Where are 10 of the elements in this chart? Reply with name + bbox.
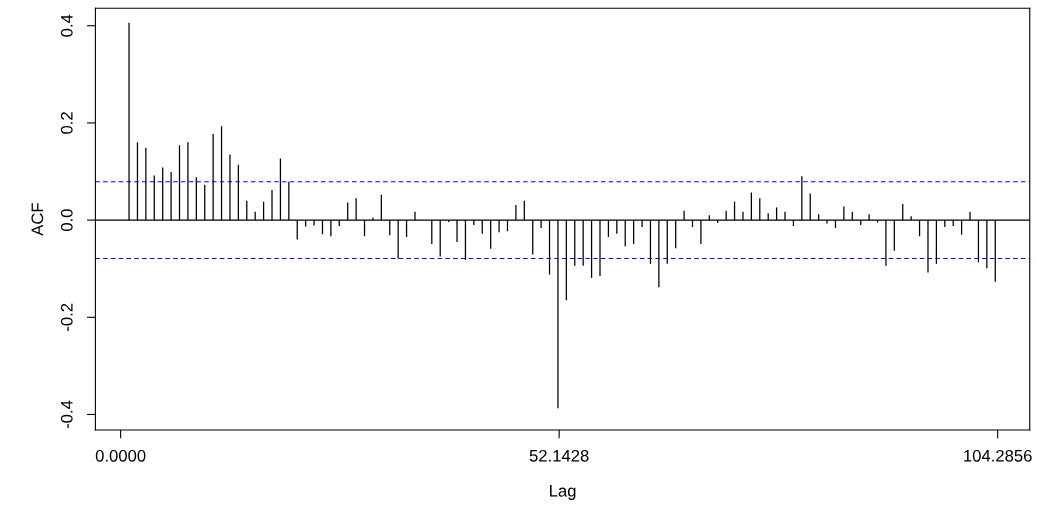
y-tick-label: -0.4 [60, 400, 73, 429]
x-axis-title: Lag [550, 485, 576, 500]
y-axis-title: ACF [31, 203, 44, 236]
y-tick-label: 0.0 [60, 209, 73, 232]
x-tick-label: 104.2856 [964, 449, 1032, 462]
x-tick-label: 52.1428 [529, 449, 589, 462]
y-tick-label: 0.4 [60, 14, 73, 37]
x-tick-label: 0.0000 [95, 449, 146, 462]
y-tick-label: 0.2 [60, 112, 73, 134]
y-tick-label: -0.2 [60, 303, 73, 331]
